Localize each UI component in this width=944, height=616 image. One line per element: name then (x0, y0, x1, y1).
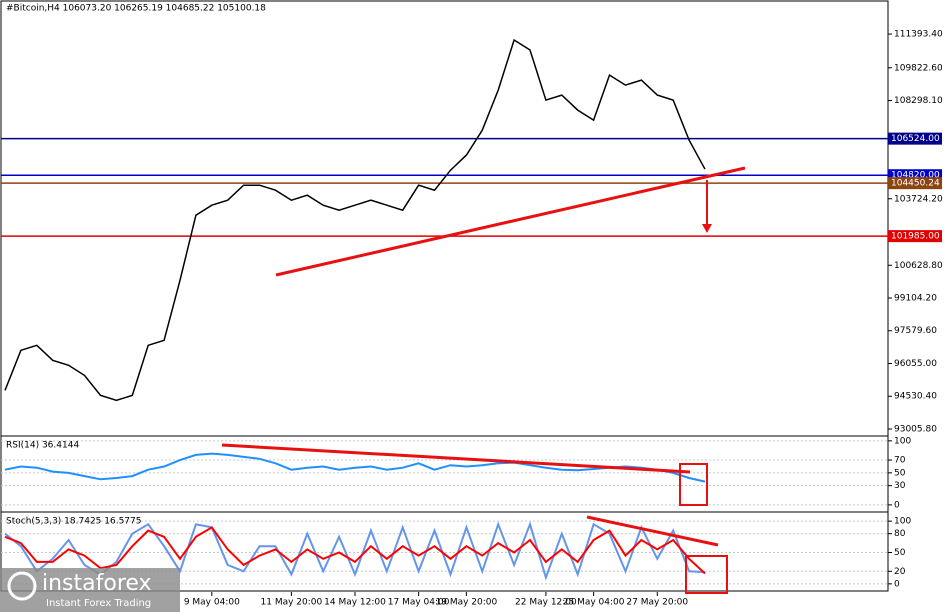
x-tick-label: 22 May 12:00 (515, 598, 577, 608)
panel-title: #Bitcoin,H4 106073.20 106265.19 104685.2… (6, 4, 266, 14)
y-tick-label: 0 (894, 579, 900, 589)
y-tick-label: 50 (894, 468, 906, 478)
trend-line (275, 166, 746, 277)
y-tick-label: 108298.10 (894, 96, 943, 106)
highlight-box (685, 555, 728, 594)
watermark-brand: instaforex (42, 571, 152, 596)
level-label-box (888, 177, 942, 190)
y-tick-label: 109822.60 (894, 63, 943, 73)
series-line (4, 521, 706, 581)
plot-layer: 9 May 04:00 11 May 20:00 14 May 12:00 17 Ma… (1, 4, 943, 608)
level-label-box (888, 132, 942, 145)
highlight-box (679, 463, 708, 506)
y-tick-label: 99104.20 (894, 294, 937, 304)
y-tick-label: 97579.60 (894, 326, 937, 336)
x-tick-label: 25 May 04:00 (563, 598, 625, 608)
level-label: 104450.24 (891, 179, 940, 189)
watermark-tagline: Instant Forex Trading (46, 598, 151, 609)
y-tick-label: 93005.80 (894, 424, 937, 434)
x-tick-label: 14 May 12:00 (324, 598, 386, 608)
x-tick-label: 17 May 04:00 (388, 598, 450, 608)
y-tick-label: 30 (894, 481, 906, 491)
panel-title: Stoch(5,3,3) 18.7425 16.5775 (6, 517, 141, 527)
y-tick-label: 111393.40 (894, 30, 943, 40)
arrow-head (702, 224, 712, 233)
watermark-logo (7, 571, 37, 601)
y-tick-label: 103724.20 (894, 194, 943, 204)
y-tick-label: 0 (894, 500, 900, 510)
y-tick-label: 94530.40 (894, 392, 937, 402)
level-label: 106524.00 (891, 134, 940, 144)
plot-frame (0, 0, 889, 592)
level-label: 101985.00 (891, 232, 940, 242)
x-tick-label: 27 May 20:00 (626, 598, 688, 608)
series-line (4, 452, 706, 483)
x-tick-label: 19 May 20:00 (436, 598, 498, 608)
y-tick-label: 70 (894, 456, 906, 466)
level-label: 104820.00 (891, 171, 940, 181)
panel-title: RSI(14) 36.4144 (6, 441, 79, 451)
y-tick-label: 20 (894, 567, 906, 577)
series-line (4, 526, 706, 575)
trend-line (586, 515, 719, 547)
x-tick-label: 11 May 20:00 (261, 598, 323, 608)
y-tick-label: 100628.80 (894, 261, 943, 271)
y-tick-label: 96055.00 (894, 359, 937, 369)
y-tick-label: 100 (894, 517, 911, 527)
level-label-box (888, 230, 942, 243)
y-tick-label: 80 (894, 529, 906, 539)
y-tick-label: 100 (894, 436, 911, 446)
series-line (4, 38, 706, 402)
y-tick-label: 50 (894, 548, 906, 558)
trend-line (221, 443, 691, 474)
x-tick-label: 9 May 04:00 (184, 598, 240, 608)
